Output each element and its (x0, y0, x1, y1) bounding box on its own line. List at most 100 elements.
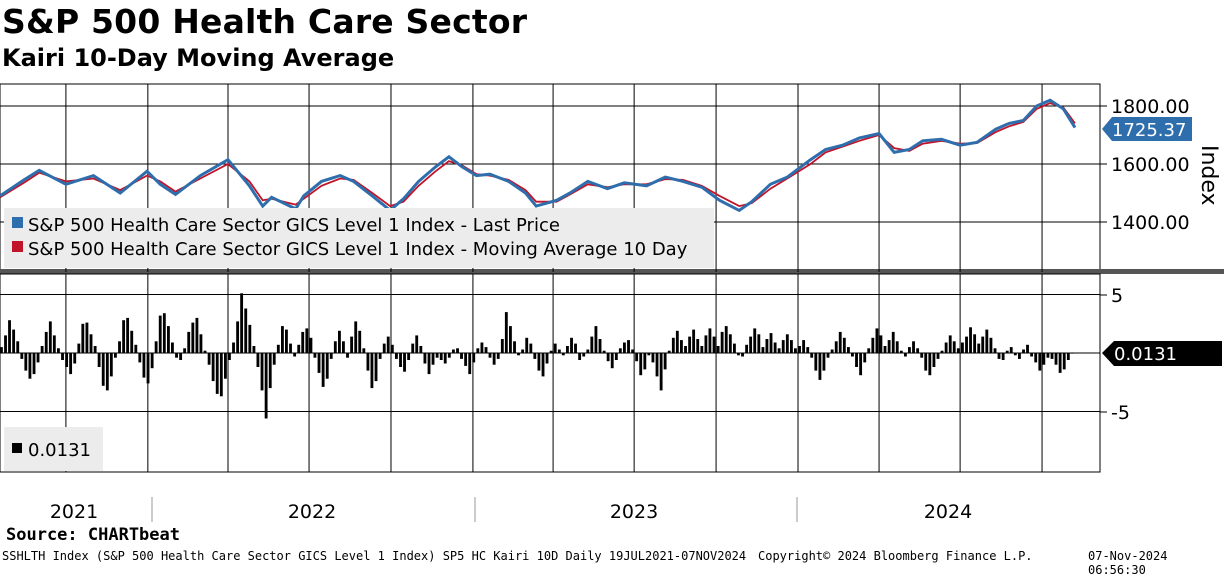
kairi-bar (33, 353, 36, 374)
kairi-bar (432, 353, 435, 365)
kairi-bar (106, 353, 109, 390)
kairi-bar (424, 353, 427, 364)
kairi-bar (1034, 353, 1037, 362)
x-label-2023: 2023 (610, 501, 658, 523)
kairi-bar (847, 347, 850, 353)
kairi-bar (476, 348, 479, 353)
kairi-bar (786, 334, 789, 353)
kairi-bar (501, 339, 504, 353)
kairi-bar (916, 348, 919, 353)
kairi-bar (570, 338, 573, 353)
kairi-bar (1071, 353, 1074, 354)
kairi-bar (741, 353, 744, 357)
kairi-bar (232, 343, 235, 354)
kairi-bar (1030, 353, 1033, 357)
kairi-bar (733, 344, 736, 353)
kairi-bar (590, 337, 593, 353)
price-lines (0, 100, 1075, 210)
kairi-bar (937, 353, 940, 359)
kairi-bar (212, 353, 215, 381)
kairi-bar (497, 353, 500, 359)
footer-ticker: SSHLTH Index (S&P 500 Health Care Sector… (2, 549, 746, 563)
kairi-bar (269, 353, 272, 388)
price-y-axis: 1800.00 1600.00 1400.00 Index (1100, 96, 1221, 234)
kairi-bar (77, 344, 80, 353)
kairi-bar (12, 330, 15, 353)
kairi-bar (953, 341, 956, 353)
kairi-bar (1014, 353, 1017, 355)
series-line-last-price (0, 100, 1075, 210)
kairi-bar (749, 337, 752, 353)
kairi-bar (220, 353, 223, 396)
kairi-bar (965, 337, 968, 353)
kairi-bar (900, 351, 903, 353)
kairi-bar (562, 353, 565, 355)
kairi-bar (802, 340, 805, 353)
kairi-bar (24, 353, 27, 371)
price-tick-1400: 1400.00 (1111, 212, 1190, 234)
kairi-bar (334, 341, 337, 353)
kairi-bar (794, 348, 797, 353)
kairi-bar (147, 353, 150, 383)
kairi-bar (208, 353, 211, 365)
kairi-bar (1055, 353, 1058, 365)
kairi-bar (717, 346, 720, 353)
kairi-bar (631, 350, 634, 354)
kairi-bar (660, 353, 663, 390)
kairi-bar (65, 353, 68, 367)
kairi-bar (949, 335, 952, 353)
kairi-bar (680, 340, 683, 353)
kairi-bar (831, 350, 834, 354)
kairi-bar (191, 323, 194, 353)
kairi-bar (403, 353, 406, 372)
kairi-bar (827, 353, 830, 358)
kairi-bar (204, 351, 207, 353)
kairi-bar (762, 347, 765, 353)
kairi-bar (1038, 353, 1041, 371)
kairi-bar (994, 348, 997, 353)
kairi-bar (676, 331, 679, 353)
kairi-bar (924, 353, 927, 371)
kairi-bar (395, 353, 398, 359)
kairi-bar (293, 353, 296, 357)
kairi-bar (505, 312, 508, 353)
kairi-bar (493, 353, 496, 365)
kairi-bar (700, 346, 703, 353)
kairi-bar (774, 343, 777, 354)
kairi-bar (57, 348, 60, 353)
kairi-bar (330, 353, 333, 359)
kairi-tick-minus5: -5 (1111, 402, 1130, 424)
kairi-bar (586, 350, 589, 354)
kairi-bar (338, 331, 341, 353)
kairi-bar (289, 344, 292, 353)
kairi-bar (253, 346, 256, 353)
last-price-callout: 1725.37 (1102, 117, 1192, 141)
kairi-bar (130, 331, 133, 353)
kairi-bar (969, 327, 972, 353)
kairi-bar (143, 353, 146, 378)
kairi-bar (314, 353, 317, 358)
kairi-bar (664, 353, 667, 369)
kairi-bar (615, 353, 618, 360)
kairi-bar (554, 344, 557, 353)
kairi-bar (810, 353, 813, 358)
kairi-bar (73, 353, 76, 364)
panel-divider[interactable] (0, 269, 1224, 274)
kairi-bar (619, 348, 622, 353)
kairi-legend: 0.0131 (4, 427, 103, 471)
kairi-bar (0, 347, 3, 353)
kairi-bar (261, 353, 264, 390)
kairi-bar (998, 353, 1001, 359)
kairi-bar (244, 309, 247, 354)
kairi-bar (851, 353, 854, 357)
kairi-bars (0, 293, 1074, 418)
kairi-bar (517, 353, 520, 355)
kairi-bar (990, 338, 993, 353)
kairi-bar (281, 326, 284, 353)
kairi-bar (342, 341, 345, 353)
kairi-bar (81, 324, 84, 353)
source-label: Source: CHARTbeat (6, 525, 180, 545)
kairi-bar (1010, 347, 1013, 353)
kairi-tick-5: 5 (1111, 285, 1123, 307)
